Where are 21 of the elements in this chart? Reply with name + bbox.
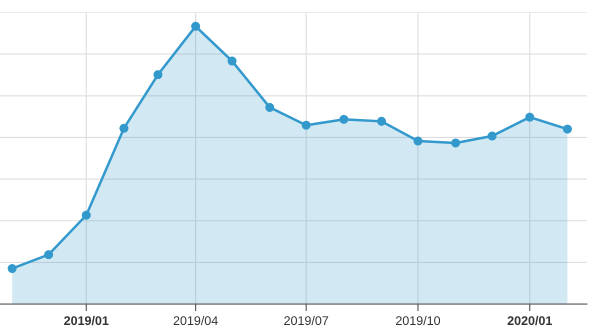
point [119,124,128,133]
point [153,70,162,80]
point [44,250,54,260]
x-tick-label: 2019/01 [64,316,109,326]
point [525,112,534,122]
point [228,56,237,66]
point [191,22,200,31]
point [562,124,572,134]
point [265,102,274,112]
point [413,136,422,146]
x-tick-label: 2019/10 [396,316,440,326]
point [377,116,386,126]
point [451,138,460,148]
point [302,120,311,130]
point [82,210,91,220]
x-tick-label: 2019/04 [174,316,218,326]
x-tick-label: 2019/07 [284,316,328,326]
point [8,264,17,274]
x-tick-label: 2020/01 [508,316,552,326]
point [488,132,497,141]
point [339,114,348,124]
